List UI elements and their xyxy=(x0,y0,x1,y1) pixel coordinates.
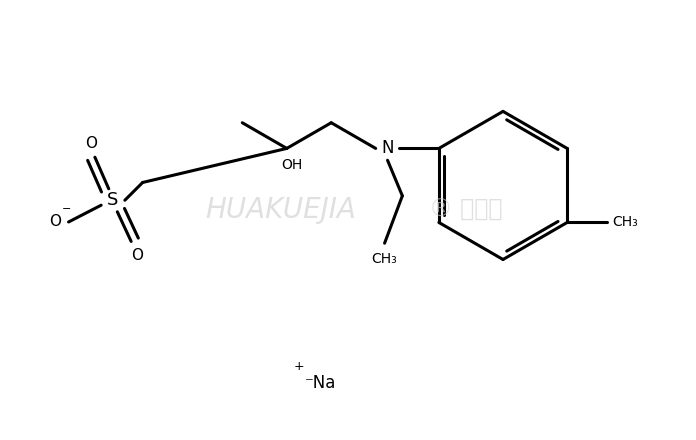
Text: −: − xyxy=(62,204,71,214)
Text: O: O xyxy=(86,136,97,151)
Text: O: O xyxy=(49,214,61,230)
Text: CH₃: CH₃ xyxy=(612,216,638,230)
Text: ® 化学加: ® 化学加 xyxy=(429,198,503,222)
Text: ⁻Na: ⁻Na xyxy=(305,374,336,392)
Text: N: N xyxy=(381,139,394,158)
Text: O: O xyxy=(131,248,143,263)
Text: S: S xyxy=(107,191,119,209)
Text: OH: OH xyxy=(281,158,302,172)
Text: +: + xyxy=(293,359,304,373)
Text: HUAKUEJIA: HUAKUEJIA xyxy=(205,196,356,224)
Text: CH₃: CH₃ xyxy=(372,252,397,266)
